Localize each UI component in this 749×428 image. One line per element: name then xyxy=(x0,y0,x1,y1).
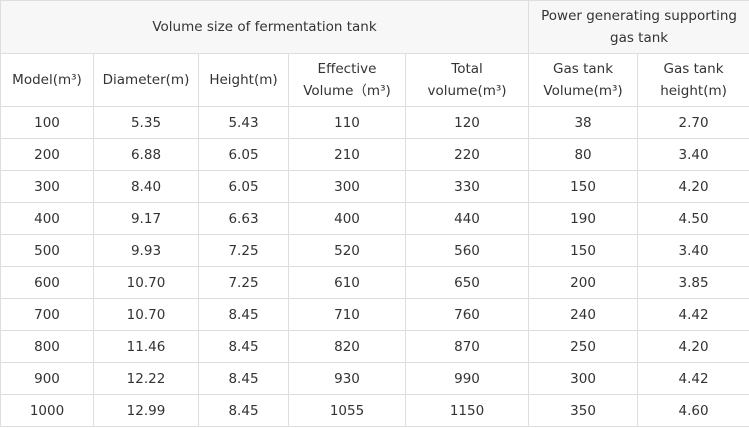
cell: 150 xyxy=(528,234,639,267)
cell: 38 xyxy=(528,106,639,139)
cell: 8.40 xyxy=(93,170,199,203)
cell: 990 xyxy=(404,362,530,395)
data-row: 100 5.35 5.43 110 120 38 2.70 xyxy=(0,106,749,139)
cell: 8.45 xyxy=(198,298,289,331)
cell: 650 xyxy=(404,266,530,299)
cell: 6.88 xyxy=(93,138,199,171)
cell: 520 xyxy=(288,234,406,267)
data-row: 200 6.88 6.05 210 220 80 3.40 xyxy=(0,138,749,171)
cell: 6.05 xyxy=(198,138,289,171)
cell: 8.45 xyxy=(198,394,289,427)
cell: 800 xyxy=(0,330,94,363)
cell: 1055 xyxy=(288,394,406,427)
cell: 240 xyxy=(528,298,639,331)
cell: 3.40 xyxy=(637,138,749,171)
cell: 200 xyxy=(0,138,94,171)
cell: 1000 xyxy=(0,394,94,427)
cell: 300 xyxy=(528,362,639,395)
data-row: 700 10.70 8.45 710 760 240 4.42 xyxy=(0,298,749,331)
data-row: 600 10.70 7.25 610 650 200 3.85 xyxy=(0,266,749,299)
cell: 6.05 xyxy=(198,170,289,203)
cell: 440 xyxy=(404,202,530,235)
column-header: Effective Volume（m³) xyxy=(288,53,406,107)
group-title: Power generating supporting gas tank xyxy=(528,0,749,54)
cell: 150 xyxy=(528,170,639,203)
cell: 300 xyxy=(288,170,406,203)
cell: 80 xyxy=(528,138,639,171)
column-header: Height(m) xyxy=(198,53,289,107)
cell: 12.99 xyxy=(93,394,199,427)
cell: 7.25 xyxy=(198,234,289,267)
cell: 5.35 xyxy=(93,106,199,139)
data-row: 800 11.46 8.45 820 870 250 4.20 xyxy=(0,330,749,363)
cell: 11.46 xyxy=(93,330,199,363)
cell: 7.25 xyxy=(198,266,289,299)
cell: 12.22 xyxy=(93,362,199,395)
cell: 4.20 xyxy=(637,330,749,363)
cell: 120 xyxy=(404,106,530,139)
cell: 9.93 xyxy=(93,234,199,267)
cell: 250 xyxy=(528,330,639,363)
cell: 200 xyxy=(528,266,639,299)
cell: 5.43 xyxy=(198,106,289,139)
cell: 400 xyxy=(0,202,94,235)
cell: 820 xyxy=(288,330,406,363)
cell: 2.70 xyxy=(637,106,749,139)
cell: 4.60 xyxy=(637,394,749,427)
group-header-row: Volume size of fermentation tank Power g… xyxy=(0,0,749,54)
cell: 4.42 xyxy=(637,298,749,331)
data-row: 900 12.22 8.45 930 990 300 4.42 xyxy=(0,362,749,395)
data-row: 500 9.93 7.25 520 560 150 3.40 xyxy=(0,234,749,267)
cell: 9.17 xyxy=(93,202,199,235)
column-header: Diameter(m) xyxy=(93,53,199,107)
cell: 10.70 xyxy=(93,298,199,331)
cell: 400 xyxy=(288,202,406,235)
cell: 560 xyxy=(404,234,530,267)
data-row: 400 9.17 6.63 400 440 190 4.50 xyxy=(0,202,749,235)
cell: 10.70 xyxy=(93,266,199,299)
cell: 190 xyxy=(528,202,639,235)
column-header-row: Model(m³) Diameter(m) Height(m) Effective V… xyxy=(0,53,749,107)
cell: 6.63 xyxy=(198,202,289,235)
cell: 100 xyxy=(0,106,94,139)
data-row: 300 8.40 6.05 300 330 150 4.20 xyxy=(0,170,749,203)
cell: 760 xyxy=(404,298,530,331)
cell: 300 xyxy=(0,170,94,203)
cell: 930 xyxy=(288,362,406,395)
cell: 210 xyxy=(288,138,406,171)
cell: 500 xyxy=(0,234,94,267)
cell: 900 xyxy=(0,362,94,395)
cell: 4.42 xyxy=(637,362,749,395)
cell: 700 xyxy=(0,298,94,331)
cell: 4.20 xyxy=(637,170,749,203)
cell: 870 xyxy=(404,330,530,363)
cell: 1150 xyxy=(404,394,530,427)
cell: 600 xyxy=(0,266,94,299)
cell: 610 xyxy=(288,266,406,299)
group-title: Volume size of fermentation tank xyxy=(0,0,530,54)
cell: 4.50 xyxy=(637,202,749,235)
cell: 350 xyxy=(528,394,639,427)
cell: 3.40 xyxy=(637,234,749,267)
column-header: Gas tank Volume(m³) xyxy=(528,53,639,107)
column-header: Gas tank height(m) xyxy=(637,53,749,107)
cell: 330 xyxy=(404,170,530,203)
column-header: Total volume(m³) xyxy=(404,53,530,107)
cell: 110 xyxy=(288,106,406,139)
column-header: Model(m³) xyxy=(0,53,94,107)
cell: 8.45 xyxy=(198,330,289,363)
cell: 710 xyxy=(288,298,406,331)
data-row: 1000 12.99 8.45 1055 1150 350 4.60 xyxy=(0,394,749,427)
cell: 220 xyxy=(404,138,530,171)
cell: 3.85 xyxy=(637,266,749,299)
cell: 8.45 xyxy=(198,362,289,395)
